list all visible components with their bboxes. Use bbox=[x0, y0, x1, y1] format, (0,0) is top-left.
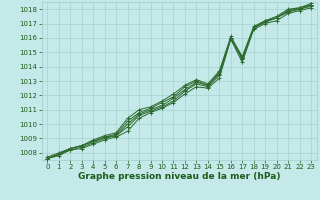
X-axis label: Graphe pression niveau de la mer (hPa): Graphe pression niveau de la mer (hPa) bbox=[78, 172, 280, 181]
